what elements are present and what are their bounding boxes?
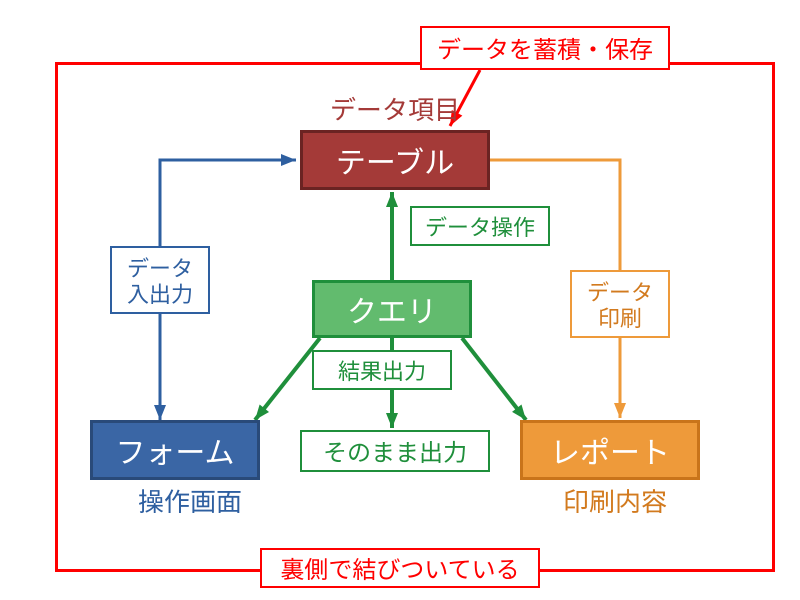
node-query: クエリ [312, 280, 472, 338]
label-print_cont: 印刷内容 [520, 486, 710, 516]
node-asis_output: そのまま出力 [300, 430, 490, 472]
label-op_screen: 操作画面 [100, 486, 280, 516]
node-back_link_box: 裏側で結びついている [260, 548, 540, 588]
node-report: レポート [520, 420, 700, 480]
node-data_store_box: データを蓄積・保存 [420, 26, 670, 70]
node-table: テーブル [300, 130, 490, 190]
label-data_items: データ項目 [300, 94, 490, 124]
node-result_out_box: 結果出力 [312, 350, 452, 390]
node-data_io_box: データ 入出力 [110, 246, 210, 314]
node-data_op_box: データ操作 [410, 206, 550, 246]
node-form: フォーム [90, 420, 260, 480]
node-data_print_box: データ 印刷 [570, 270, 670, 338]
